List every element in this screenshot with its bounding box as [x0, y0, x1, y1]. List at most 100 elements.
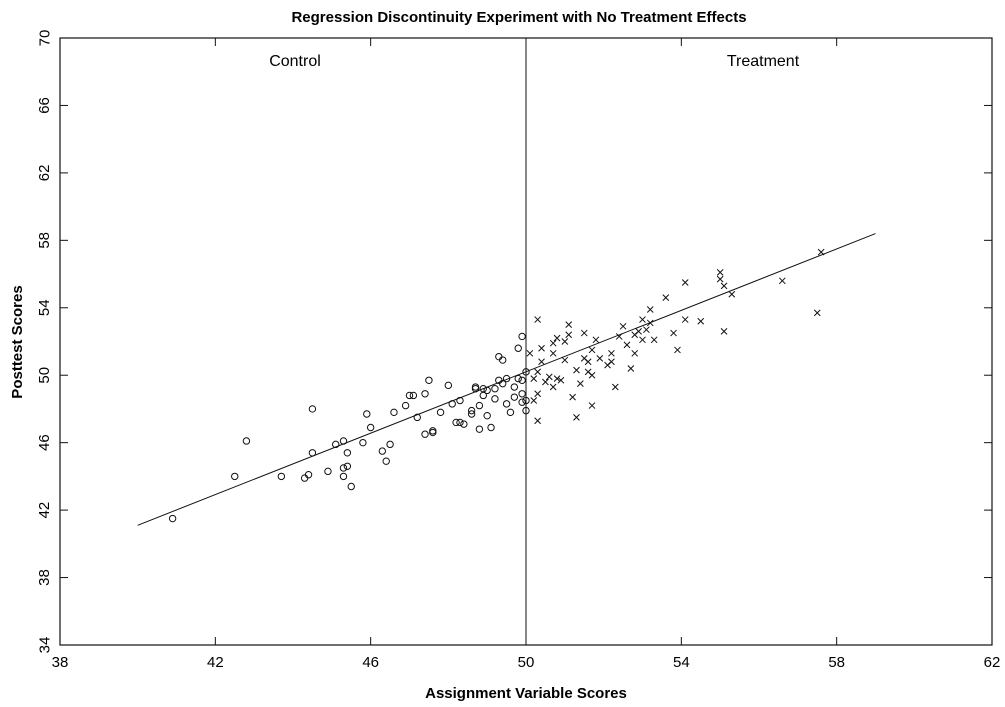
control-point [502, 400, 511, 408]
treatment-point [557, 376, 565, 384]
control-point [429, 427, 437, 435]
control-point [378, 447, 387, 455]
treatment-point [643, 326, 650, 334]
y-axis-label: Posttest Scores [9, 285, 26, 398]
control-point [339, 472, 348, 481]
x-tick-label: 54 [673, 654, 690, 671]
control-point [456, 418, 464, 427]
control-point [499, 379, 507, 388]
treatment-point [615, 333, 623, 340]
treatment-point [534, 390, 542, 398]
control-point [448, 400, 456, 408]
control-point [339, 437, 348, 445]
treatment-point [720, 282, 728, 290]
x-tick-label: 50 [518, 654, 535, 671]
control-point [467, 410, 476, 418]
control-point [347, 482, 355, 491]
treatment-point [530, 375, 538, 382]
control-point [518, 390, 526, 398]
y-tick-label: 54 [36, 299, 53, 316]
treatment-point [580, 329, 588, 337]
control-point [405, 391, 414, 400]
control-point [502, 374, 511, 383]
control-point [308, 405, 317, 413]
control-point [401, 401, 410, 410]
control-point [452, 418, 460, 427]
control-point [499, 356, 507, 364]
treatment-point [534, 316, 542, 323]
control-point [518, 332, 526, 341]
control-point [421, 430, 429, 438]
treatment-point [817, 248, 825, 256]
treatment-point [631, 349, 639, 357]
treatment-point [778, 277, 786, 285]
control-point [510, 393, 519, 401]
treatment-point [542, 378, 549, 386]
treatment-point [577, 380, 584, 388]
control-point [495, 352, 503, 361]
control-point [510, 383, 519, 391]
treatment-point [573, 366, 580, 374]
treatment-point [561, 338, 569, 345]
control-point [413, 413, 421, 422]
treatment-point [549, 349, 557, 357]
treatment-point [549, 383, 557, 391]
treatment-point [646, 306, 654, 313]
control-point [421, 390, 429, 398]
treatment-point [813, 309, 821, 317]
y-tick-label: 70 [36, 30, 53, 47]
control-point [425, 376, 433, 384]
treatment-point [538, 358, 545, 366]
x-tick-label: 38 [52, 654, 69, 671]
treatment-point [588, 402, 596, 409]
treatment-point [565, 331, 573, 339]
y-tick-label: 58 [36, 232, 53, 249]
treatment-point [650, 336, 658, 344]
control-point [479, 385, 487, 393]
treatment-point [545, 373, 553, 381]
treatment-point [588, 371, 596, 379]
control-point [475, 425, 484, 433]
control-point [491, 395, 499, 403]
treatment-point [588, 346, 596, 354]
control-point [359, 438, 367, 447]
treatment-point [670, 329, 677, 337]
control-point [390, 408, 398, 417]
control-point [522, 406, 530, 415]
control-point [471, 385, 480, 393]
control-point [491, 385, 499, 393]
chart-title: Regression Discontinuity Experiment with… [291, 9, 746, 26]
treatment-point [534, 417, 542, 425]
y-tick-label: 34 [36, 637, 53, 654]
treatment-point [553, 334, 561, 342]
control-point [518, 376, 526, 384]
treatment-point [716, 275, 724, 283]
treatment-point [592, 336, 600, 344]
control-point [332, 440, 340, 449]
x-tick-label: 42 [207, 654, 224, 671]
control-point [363, 410, 371, 418]
control-point [366, 423, 375, 432]
treatment-point [623, 341, 631, 349]
treatment-point [716, 269, 724, 276]
treatment-region-label: Treatment [727, 53, 800, 70]
y-tick-label: 62 [36, 165, 53, 182]
y-tick-label: 66 [36, 97, 53, 114]
treatment-point [530, 397, 538, 404]
treatment-point [573, 414, 580, 421]
treatment-point [674, 346, 681, 354]
treatment-point [526, 349, 534, 357]
treatment-point [561, 356, 569, 364]
control-point [168, 514, 177, 523]
control-point [487, 423, 495, 432]
y-tick-label: 38 [36, 569, 53, 586]
control-point [522, 368, 530, 376]
control-point [242, 437, 251, 445]
control-point [436, 408, 445, 417]
control-point [343, 462, 352, 470]
treatment-point [720, 328, 728, 335]
control-point [514, 374, 522, 383]
control-point [386, 440, 394, 449]
treatment-point [611, 383, 619, 391]
control-point [475, 401, 484, 410]
